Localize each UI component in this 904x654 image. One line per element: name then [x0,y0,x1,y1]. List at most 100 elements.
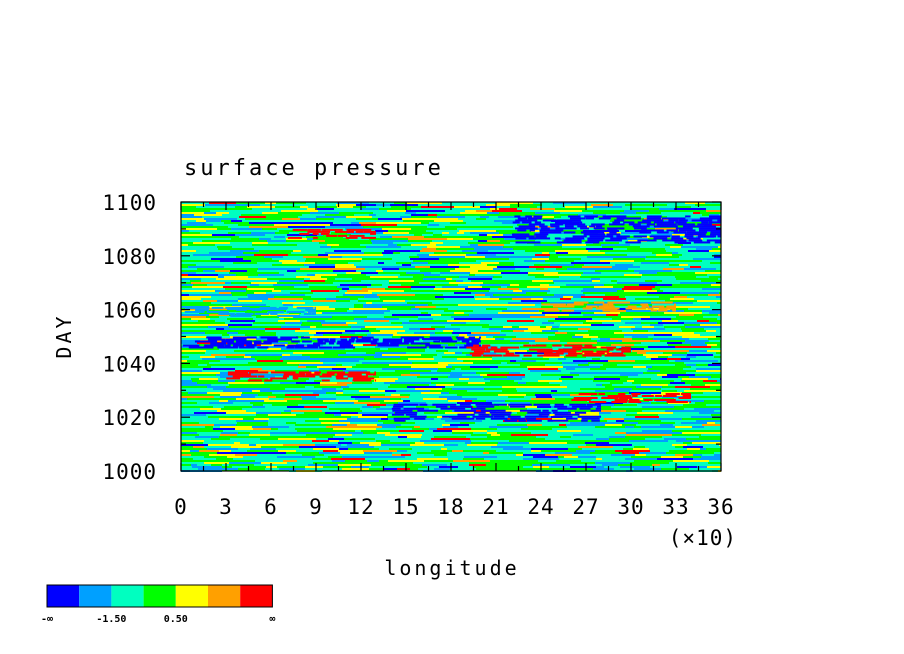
heatmap-cell [453,380,461,382]
anomaly-band [307,230,331,233]
anomaly-band [606,233,621,236]
heatmap-cell [633,318,641,320]
heatmap-cell [685,326,696,328]
heatmap-cell [708,294,721,296]
heatmap-cell [365,458,397,460]
heatmap-cell [257,408,292,410]
heatmap-cell [355,398,390,400]
heatmap-cell [462,374,480,376]
anomaly-band [675,221,687,224]
heatmap-cell [552,326,559,328]
heatmap-cell [606,214,638,216]
heatmap-cell [276,448,313,450]
heatmap-cell [325,412,358,414]
heatmap-cell [380,392,394,394]
anomaly-band [347,375,369,378]
heatmap-cell [516,360,536,362]
heatmap-cell [356,266,394,268]
heatmap-cell [385,206,391,208]
heatmap-cell [427,246,460,248]
heatmap-cell [454,318,492,320]
heatmap-cell [455,268,493,270]
anomaly-band [239,346,255,349]
heatmap-cell [354,318,360,320]
heatmap-cell [701,456,721,458]
anomaly-band [353,377,375,380]
heatmap-cell [531,432,562,434]
heatmap-cell [677,390,684,392]
heatmap-cell [400,252,434,254]
heatmap-cell [342,256,370,258]
heatmap-cell [265,468,279,470]
heatmap-cell [547,236,572,238]
heatmap-cell [254,418,269,420]
heatmap-cell [335,402,354,404]
heatmap-cell [700,334,712,336]
heatmap-cell [215,432,221,434]
heatmap-cell [181,230,189,232]
heatmap-cell [338,354,357,356]
heatmap-cell [384,262,396,264]
heatmap-cell [354,428,376,430]
heatmap-cell [702,424,720,426]
heatmap-cell [450,468,463,470]
heatmap-cell [504,338,512,340]
heatmap-cell [251,232,275,234]
heatmap-cell [252,242,268,244]
heatmap-cell [356,270,376,272]
heatmap-cell [704,328,721,330]
anomaly-band [642,219,664,222]
heatmap-cell [458,218,476,220]
heatmap-cell [208,326,229,328]
heatmap-cell [253,318,272,320]
heatmap-cell [226,412,250,414]
heatmap-cell [622,452,639,454]
heatmap-cell [451,202,481,204]
heatmap-cell [360,408,376,410]
anomaly-band [643,398,653,401]
heatmap-cell [709,250,721,252]
heatmap-cell [181,292,219,294]
heatmap-cell [467,334,506,336]
heatmap-cell [337,202,369,204]
heatmap-cell [615,264,633,266]
anomaly-band [564,223,586,226]
heatmap-cell [189,230,221,232]
heatmap-cell [181,354,188,356]
heatmap-cell [315,274,337,276]
anomaly-band [346,228,372,231]
heatmap-cell [680,282,694,284]
heatmap-cell [329,248,337,250]
anomaly-band [518,225,536,228]
heatmap-cell [703,446,721,448]
y-tick-label: 1000 [102,460,157,484]
heatmap-cell [469,314,507,316]
heatmap-cell [595,390,630,392]
heatmap-cell [660,424,673,426]
heatmap-cell [354,214,369,216]
heatmap-cell [424,360,463,362]
heatmap-cell [387,210,406,212]
heatmap-cell [312,440,329,442]
heatmap-cell [372,382,384,384]
heatmap-cell [332,368,346,370]
heatmap-cell [544,274,581,276]
heatmap-cell [469,464,486,466]
heatmap-cell [675,346,711,348]
heatmap-cell [382,252,393,254]
heatmap-cell [709,340,720,342]
heatmap-cell [298,332,309,334]
heatmap-cell [693,458,721,460]
heatmap-cell [351,416,358,418]
anomaly-band [475,417,486,420]
heatmap-cell [480,216,489,218]
heatmap-cell [181,376,220,378]
heatmap-cell [382,268,399,270]
heatmap-cell [510,360,516,362]
anomaly-band [236,308,247,311]
heatmap-cell [531,450,541,452]
heatmap-cell [181,426,205,428]
heatmap-cell [583,326,619,328]
heatmap-cell [250,368,262,370]
heatmap-cell [524,330,542,332]
